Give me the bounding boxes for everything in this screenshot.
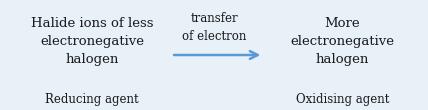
Text: More
electronegative
halogen: More electronegative halogen: [291, 17, 394, 66]
Text: Halide ions of less
electronegative
halogen: Halide ions of less electronegative halo…: [31, 17, 153, 66]
Text: transfer: transfer: [190, 12, 238, 25]
Text: of electron: of electron: [182, 30, 246, 43]
Text: Oxidising agent: Oxidising agent: [296, 93, 389, 105]
Text: Reducing agent: Reducing agent: [45, 93, 139, 105]
